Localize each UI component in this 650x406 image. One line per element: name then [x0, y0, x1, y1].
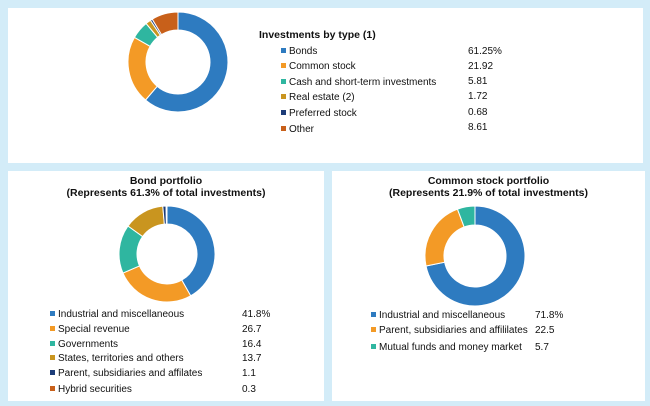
- chart-title: Bond portfolio: [129, 175, 203, 187]
- legend-item: Real estate (2): [281, 92, 355, 103]
- donut-slice: [166, 205, 216, 297]
- legend-swatch: [50, 355, 55, 360]
- legend-label: Mutual funds and money market: [379, 342, 522, 353]
- data-label: 1.1: [242, 368, 256, 379]
- legend-label: Industrial and miscellaneous: [58, 309, 185, 320]
- legend-item: Parent, subsidiaries and affilates: [50, 368, 202, 379]
- legend-item: Preferred stock: [281, 108, 357, 119]
- data-label: 1.72: [468, 91, 488, 102]
- data-label: 0.68: [468, 107, 488, 118]
- data-label: 16.4: [242, 339, 262, 350]
- data-label: 22.5: [535, 325, 555, 336]
- data-label: 0.3: [242, 384, 256, 395]
- legend-swatch: [371, 312, 376, 317]
- legend-item: Other: [281, 124, 314, 135]
- legend-label: Parent, subsidiaries and affilates: [58, 368, 203, 379]
- legend-swatch: [281, 48, 286, 53]
- legend-swatch: [371, 344, 376, 349]
- data-label: 71.8%: [535, 310, 564, 321]
- legend-swatch: [281, 126, 286, 131]
- legend-label: Hybrid securities: [58, 384, 132, 395]
- legend-label: Other: [289, 124, 315, 135]
- legend-label: Governments: [58, 339, 119, 350]
- legend-item: Parent, subsidiaries and affililates: [371, 325, 528, 336]
- legend-swatch: [50, 341, 55, 346]
- legend-swatch: [281, 79, 286, 84]
- data-label: 5.81: [468, 76, 488, 87]
- data-label: 13.7: [242, 353, 262, 364]
- data-label: 8.61: [468, 122, 488, 133]
- legend-swatch: [281, 94, 286, 99]
- data-label: 26.7: [242, 324, 262, 335]
- legend-item: Mutual funds and money market: [371, 342, 522, 353]
- donut-slice: [456, 205, 476, 228]
- data-label: 61.25%: [468, 46, 502, 57]
- legend-swatch: [281, 63, 286, 68]
- legend-item: States, territories and others: [50, 353, 184, 364]
- donut-slice: [165, 205, 168, 225]
- data-label: 5.7: [535, 342, 549, 353]
- legend-item: Governments: [50, 339, 118, 350]
- legend-item: Hybrid securities: [50, 384, 132, 395]
- donut-slice: [151, 11, 179, 36]
- legend-label: Real estate (2): [289, 92, 355, 103]
- legend-label: States, territories and others: [58, 353, 184, 364]
- legend-swatch: [50, 386, 55, 391]
- legend-label: Industrial and miscellaneous: [379, 310, 506, 321]
- legend-item: Industrial and miscellaneous: [371, 310, 505, 321]
- legend-swatch: [281, 110, 286, 115]
- chart-subtitle: (Represents 61.3% of total investments): [66, 187, 266, 199]
- donut-slice: [127, 36, 158, 101]
- donut-slice: [122, 265, 192, 303]
- legend-item: Industrial and miscellaneous: [50, 309, 184, 320]
- data-label: 41.8%: [242, 309, 271, 320]
- donut-slice: [144, 11, 229, 113]
- investments-by-type-panel: [8, 8, 643, 163]
- data-label: 21.92: [468, 61, 494, 72]
- chart-title: Investments by type (1): [259, 29, 376, 41]
- legend-label: Bonds: [289, 46, 318, 57]
- legend-label: Special revenue: [58, 324, 130, 335]
- chart-subtitle: (Represents 21.9% of total investments): [389, 187, 588, 199]
- legend-item: Common stock: [281, 61, 356, 72]
- legend-label: Cash and short-term investments: [289, 77, 437, 88]
- legend-item: Cash and short-term investments: [281, 77, 436, 88]
- donut-slice: [425, 205, 526, 307]
- legend-swatch: [371, 327, 376, 332]
- legend-swatch: [50, 311, 55, 316]
- legend-swatch: [50, 370, 55, 375]
- legend-label: Common stock: [289, 61, 356, 72]
- legend-item: Special revenue: [50, 324, 130, 335]
- legend-label: Preferred stock: [289, 108, 357, 119]
- legend-label: Parent, subsidiaries and affililates: [379, 325, 528, 336]
- donut-slice: [424, 208, 465, 267]
- legend-item: Bonds: [281, 46, 317, 57]
- legend-swatch: [50, 326, 55, 331]
- chart-title: Common stock portfolio: [427, 175, 550, 187]
